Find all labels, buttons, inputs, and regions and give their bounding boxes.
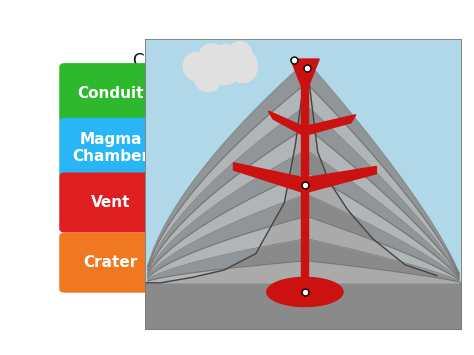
- FancyBboxPatch shape: [59, 233, 162, 293]
- Polygon shape: [145, 283, 462, 330]
- Text: Crater: Crater: [83, 255, 138, 270]
- Polygon shape: [291, 59, 319, 86]
- FancyBboxPatch shape: [59, 173, 162, 233]
- Polygon shape: [145, 61, 462, 330]
- Text: Magma
Chamber: Magma Chamber: [72, 132, 149, 164]
- Polygon shape: [148, 172, 459, 279]
- Polygon shape: [148, 83, 459, 275]
- Polygon shape: [234, 163, 301, 192]
- FancyBboxPatch shape: [59, 63, 162, 123]
- Polygon shape: [148, 261, 459, 283]
- Circle shape: [183, 53, 208, 80]
- Text: Can you label the parts of a volcano?: Can you label the parts of a volcano?: [133, 52, 441, 70]
- Polygon shape: [148, 106, 459, 276]
- Polygon shape: [148, 61, 459, 274]
- Circle shape: [208, 44, 243, 84]
- Circle shape: [198, 44, 225, 74]
- Polygon shape: [268, 111, 301, 135]
- Polygon shape: [148, 217, 459, 281]
- Text: Vent: Vent: [91, 195, 130, 210]
- Polygon shape: [309, 166, 376, 192]
- Circle shape: [229, 50, 257, 83]
- Polygon shape: [148, 128, 459, 277]
- Polygon shape: [309, 115, 356, 135]
- FancyBboxPatch shape: [59, 118, 162, 178]
- Polygon shape: [148, 150, 459, 278]
- Polygon shape: [267, 277, 343, 306]
- Polygon shape: [148, 194, 459, 280]
- Circle shape: [194, 59, 222, 92]
- Polygon shape: [148, 239, 459, 282]
- Text: Conduit: Conduit: [77, 86, 144, 101]
- Circle shape: [228, 42, 252, 69]
